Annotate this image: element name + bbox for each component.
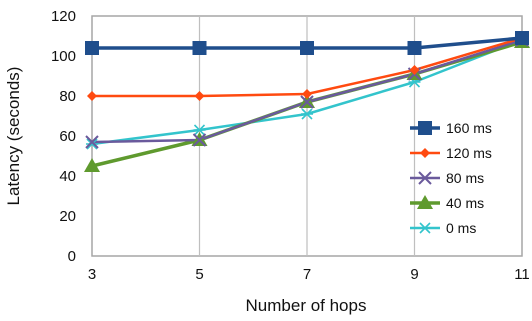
x-tick-label: 5 bbox=[195, 266, 203, 283]
x-axis-title: Number of hops bbox=[246, 296, 367, 315]
y-tick-labels: 0 20 40 60 80 100 120 bbox=[51, 8, 76, 265]
data-point bbox=[409, 65, 420, 75]
legend-label: 120 ms bbox=[446, 145, 492, 161]
data-point bbox=[300, 41, 314, 55]
legend-marker bbox=[419, 222, 431, 234]
data-point bbox=[194, 91, 205, 101]
x-tick-labels: 3 5 7 9 11 bbox=[88, 266, 530, 283]
y-tick-label: 100 bbox=[51, 48, 76, 65]
legend-label: 80 ms bbox=[446, 170, 484, 186]
legend-marker bbox=[418, 171, 432, 185]
y-tick-label: 80 bbox=[59, 88, 76, 105]
legend-marker bbox=[417, 195, 433, 209]
x-tick-label: 3 bbox=[88, 266, 96, 283]
legend-item: 160 ms bbox=[410, 120, 492, 136]
legend-marker bbox=[418, 121, 432, 135]
y-tick-label: 40 bbox=[59, 168, 76, 185]
legend-item: 0 ms bbox=[410, 220, 476, 236]
legend: 160 ms 120 ms 80 ms 40 ms 0 ms bbox=[410, 120, 492, 236]
x-tick-label: 11 bbox=[514, 266, 530, 283]
y-tick-label: 120 bbox=[51, 8, 76, 25]
series-markers bbox=[84, 31, 530, 172]
x-tick-label: 9 bbox=[410, 266, 418, 283]
data-point bbox=[87, 91, 97, 101]
y-tick-label: 0 bbox=[68, 248, 76, 265]
data-point bbox=[86, 138, 98, 150]
legend-label: 0 ms bbox=[446, 220, 476, 236]
data-point bbox=[300, 95, 314, 109]
data-point bbox=[302, 89, 312, 99]
data-point bbox=[407, 41, 422, 55]
legend-item: 80 ms bbox=[410, 170, 484, 186]
data-point bbox=[515, 31, 529, 45]
y-axis-title: Latency (seconds) bbox=[4, 67, 23, 206]
y-tick-label: 60 bbox=[59, 128, 76, 145]
legend-marker bbox=[420, 148, 430, 158]
data-point bbox=[85, 135, 99, 149]
legend-item: 40 ms bbox=[410, 195, 484, 211]
legend-label: 40 ms bbox=[446, 195, 484, 211]
legend-item: 120 ms bbox=[410, 145, 492, 161]
y-tick-label: 20 bbox=[59, 208, 76, 225]
data-point bbox=[193, 124, 206, 136]
data-point bbox=[85, 41, 99, 55]
data-point bbox=[84, 158, 100, 172]
data-point bbox=[301, 108, 313, 120]
data-point bbox=[192, 133, 207, 147]
legend-label: 160 ms bbox=[446, 120, 492, 136]
x-tick-label: 7 bbox=[303, 266, 311, 283]
data-point bbox=[192, 41, 207, 55]
